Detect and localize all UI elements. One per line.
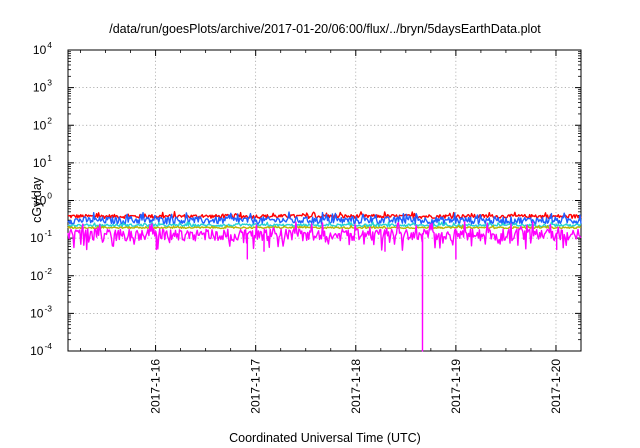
x-axis-label: Coordinated Universal Time (UTC) [229, 431, 421, 445]
data-series [67, 211, 582, 352]
y-tick-label: 10-1 [30, 228, 52, 245]
series-line-5 [67, 221, 582, 352]
y-tick-exponent: -2 [44, 266, 52, 276]
y-tick-label: 104 [33, 40, 52, 57]
y-axis-label: cGy/day [30, 176, 44, 223]
y-tick-exponent: 4 [47, 40, 52, 50]
y-tick-exponent: -4 [44, 341, 52, 351]
y-tick-exponent: 3 [47, 78, 52, 88]
x-tick-label: 2017-1-19 [449, 359, 463, 414]
x-tick-labels: 2017-1-16 2017-1-17 2017-1-18 2017-1-19 2017… [149, 359, 563, 414]
x-tick-label: 2017-1-16 [149, 359, 163, 414]
y-tick-exponent: -3 [44, 303, 52, 313]
y-tick-label: 10-2 [30, 266, 52, 283]
series-line-2 [67, 211, 582, 225]
y-tick-label: 10-4 [30, 341, 52, 358]
y-tick-label: 102 [33, 115, 52, 132]
x-tick-label: 2017-1-17 [249, 359, 263, 414]
y-tick-label: 10-3 [30, 303, 52, 320]
series-line-3 [67, 221, 582, 228]
y-tick-exponent: -1 [44, 228, 52, 238]
x-tick-label: 2017-1-20 [549, 359, 563, 414]
y-tick-exponent: 2 [47, 115, 52, 125]
gridlines [68, 50, 581, 351]
series-line-4 [67, 224, 582, 230]
chart-title: /data/run/goesPlots/archive/2017-01-20/0… [109, 22, 541, 36]
y-tick-exponent: 0 [47, 191, 52, 201]
x-tick-label: 2017-1-18 [349, 359, 363, 414]
y-tick-exponent: 1 [47, 153, 52, 163]
y-tick-label: 101 [33, 153, 52, 170]
y-tick-label: 103 [33, 78, 52, 95]
axis-ticks [68, 49, 581, 352]
series-line-1 [67, 211, 582, 220]
